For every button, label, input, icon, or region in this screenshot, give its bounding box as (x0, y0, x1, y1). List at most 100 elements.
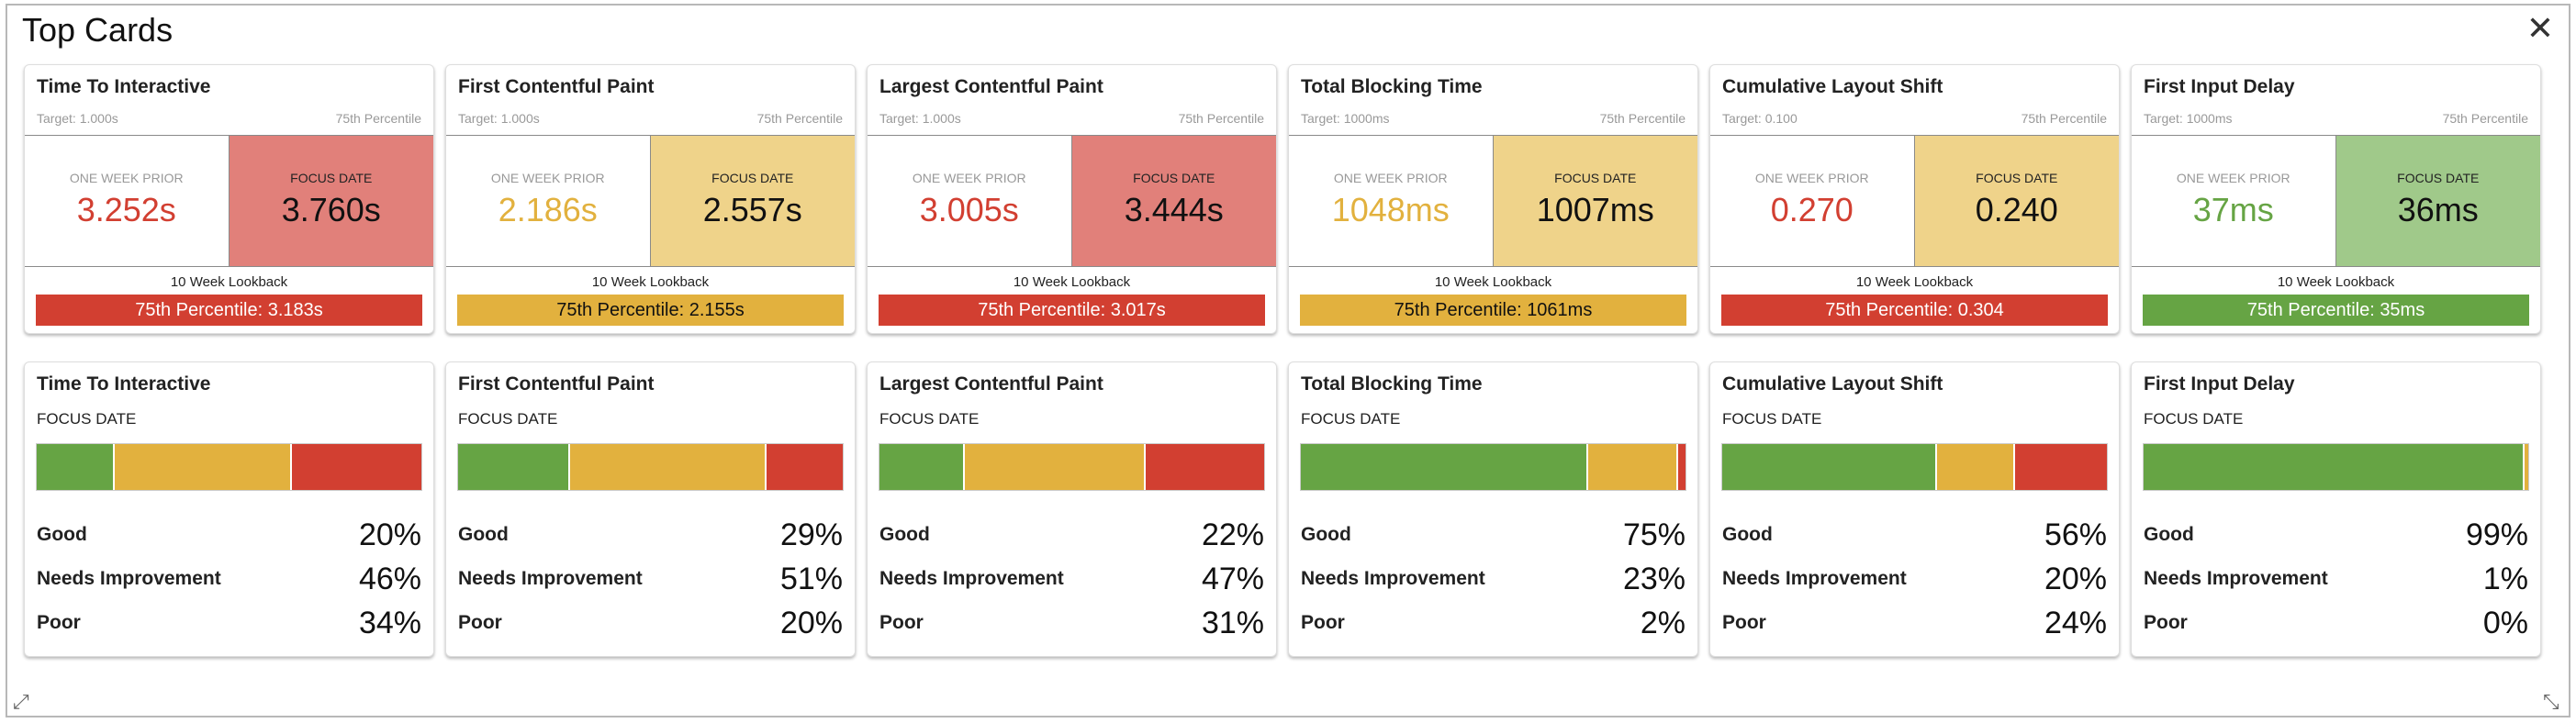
good-segment (1301, 444, 1587, 490)
prior-week-cell: ONE WEEK PRIOR 3.252s (25, 136, 230, 266)
needs-improvement-value: 46% (358, 561, 421, 596)
poor-row: Poor 34% (37, 605, 421, 641)
good-segment (458, 444, 569, 490)
distribution-card-fid[interactable]: First Input Delay FOCUS DATE Good 99% Ne… (2131, 362, 2541, 657)
needs-improvement-value: 1% (2482, 561, 2528, 596)
poor-segment (2013, 444, 2107, 490)
needs-improvement-label: Needs Improvement (1301, 568, 1485, 589)
metric-card-tbt[interactable]: Total Blocking Time Target: 1000ms 75th … (1288, 64, 1698, 334)
distribution-card-cls[interactable]: Cumulative Layout Shift FOCUS DATE Good … (1709, 362, 2120, 657)
prior-week-cell: ONE WEEK PRIOR 0.270 (1710, 136, 1915, 266)
percentile-label: 75th Percentile (2021, 111, 2107, 126)
resize-handle-right-icon[interactable]: ⤡ (2543, 690, 2559, 713)
prior-value: 3.252s (76, 191, 176, 228)
metric-card-tti[interactable]: Time To Interactive Target: 1.000s 75th … (24, 64, 434, 334)
focus-label: FOCUS DATE (1554, 171, 1637, 185)
metric-summary-row: Time To Interactive Target: 1.000s 75th … (24, 64, 2541, 334)
target-label: Target: 1000ms (2144, 111, 2233, 126)
distribution-card-tti[interactable]: Time To Interactive FOCUS DATE Good 20% … (24, 362, 434, 657)
poor-label: Poor (1722, 612, 1766, 633)
focus-date-cell: FOCUS DATE 0.240 (1914, 136, 2119, 266)
good-label: Good (879, 524, 930, 545)
needs-improvement-label: Needs Improvement (2144, 568, 2328, 589)
needs-improvement-label: Needs Improvement (37, 568, 221, 589)
poor-row: Poor 2% (1301, 605, 1686, 641)
good-row: Good 75% (1301, 517, 1686, 553)
distribution-bar (457, 443, 844, 491)
percentile-label: 75th Percentile (335, 111, 421, 126)
panel-title: Top Cards (22, 11, 174, 49)
needs-improvement-segment (2522, 444, 2528, 490)
prior-label: ONE WEEK PRIOR (2176, 171, 2290, 185)
poor-label: Poor (1301, 612, 1345, 633)
card-title: Time To Interactive (37, 76, 211, 97)
focus-date-label: FOCUS DATE (2144, 410, 2244, 428)
distribution-bar (1721, 443, 2108, 491)
needs-improvement-segment (1586, 444, 1676, 490)
needs-improvement-segment (568, 444, 765, 490)
needs-improvement-row: Needs Improvement 23% (1301, 561, 1686, 597)
lookback-percentile-bar: 75th Percentile: 1061ms (1300, 295, 1686, 326)
comparison-section: ONE WEEK PRIOR 0.270 FOCUS DATE 0.240 (1710, 135, 2119, 267)
lookback-label: 10 Week Lookback (170, 274, 288, 290)
needs-improvement-row: Needs Improvement 1% (2144, 561, 2528, 597)
card-title: First Input Delay (2144, 373, 2295, 395)
distribution-card-tbt[interactable]: Total Blocking Time FOCUS DATE Good 75% … (1288, 362, 1698, 657)
focus-date-cell: FOCUS DATE 3.444s (1071, 136, 1276, 266)
focus-value: 2.557s (702, 191, 802, 228)
distribution-card-fcp[interactable]: First Contentful Paint FOCUS DATE Good 2… (445, 362, 856, 657)
needs-improvement-value: 51% (779, 561, 843, 596)
needs-improvement-label: Needs Improvement (458, 568, 643, 589)
good-value: 20% (358, 517, 421, 552)
poor-value: 24% (2044, 605, 2107, 640)
poor-segment (289, 444, 421, 490)
needs-improvement-segment (1935, 444, 2014, 490)
prior-label: ONE WEEK PRIOR (69, 171, 184, 185)
metric-card-cls[interactable]: Cumulative Layout Shift Target: 0.100 75… (1709, 64, 2120, 334)
good-label: Good (458, 524, 509, 545)
card-title: Cumulative Layout Shift (1722, 76, 1943, 97)
poor-row: Poor 0% (2144, 605, 2528, 641)
focus-date-label: FOCUS DATE (879, 410, 980, 428)
lookback-percentile-bar: 75th Percentile: 2.155s (457, 295, 844, 326)
resize-handle-left-icon[interactable]: ⤢ (13, 690, 29, 713)
good-segment (879, 444, 964, 490)
close-icon[interactable]: ✕ (2526, 9, 2555, 47)
distribution-card-lcp[interactable]: Largest Contentful Paint FOCUS DATE Good… (867, 362, 1277, 657)
lookback-percentile-bar: 75th Percentile: 35ms (2143, 295, 2529, 326)
comparison-section: ONE WEEK PRIOR 3.005s FOCUS DATE 3.444s (868, 135, 1276, 267)
prior-week-cell: ONE WEEK PRIOR 2.186s (446, 136, 651, 266)
target-label: Target: 1.000s (458, 111, 540, 126)
percentile-label: 75th Percentile (756, 111, 843, 126)
card-title: First Input Delay (2144, 76, 2295, 97)
metric-card-fid[interactable]: First Input Delay Target: 1000ms 75th Pe… (2131, 64, 2541, 334)
good-row: Good 22% (879, 517, 1264, 553)
focus-label: FOCUS DATE (2397, 171, 2480, 185)
good-label: Good (1722, 524, 1773, 545)
lookback-percentile-bar: 75th Percentile: 3.183s (36, 295, 422, 326)
prior-value: 2.186s (498, 191, 598, 228)
needs-improvement-value: 20% (2044, 561, 2107, 596)
lookback-percentile-bar: 75th Percentile: 3.017s (879, 295, 1265, 326)
comparison-section: ONE WEEK PRIOR 3.252s FOCUS DATE 3.760s (25, 135, 433, 267)
poor-segment (1144, 444, 1264, 490)
good-value: 75% (1622, 517, 1686, 552)
poor-row: Poor 31% (879, 605, 1264, 641)
needs-improvement-label: Needs Improvement (1722, 568, 1907, 589)
metric-card-fcp[interactable]: First Contentful Paint Target: 1.000s 75… (445, 64, 856, 334)
good-value: 22% (1201, 517, 1264, 552)
card-title: Total Blocking Time (1301, 373, 1483, 395)
target-label: Target: 1.000s (879, 111, 961, 126)
focus-value: 1007ms (1536, 191, 1654, 228)
focus-date-label: FOCUS DATE (37, 410, 137, 428)
focus-label: FOCUS DATE (1976, 171, 2058, 185)
percentile-label: 75th Percentile (1178, 111, 1264, 126)
needs-improvement-segment (113, 444, 290, 490)
good-value: 29% (779, 517, 843, 552)
good-row: Good 29% (458, 517, 843, 553)
metric-card-lcp[interactable]: Largest Contentful Paint Target: 1.000s … (867, 64, 1277, 334)
focus-value: 0.240 (1975, 191, 2058, 228)
focus-date-cell: FOCUS DATE 36ms (2335, 136, 2540, 266)
percentile-label: 75th Percentile (2442, 111, 2528, 126)
comparison-section: ONE WEEK PRIOR 2.186s FOCUS DATE 2.557s (446, 135, 855, 267)
